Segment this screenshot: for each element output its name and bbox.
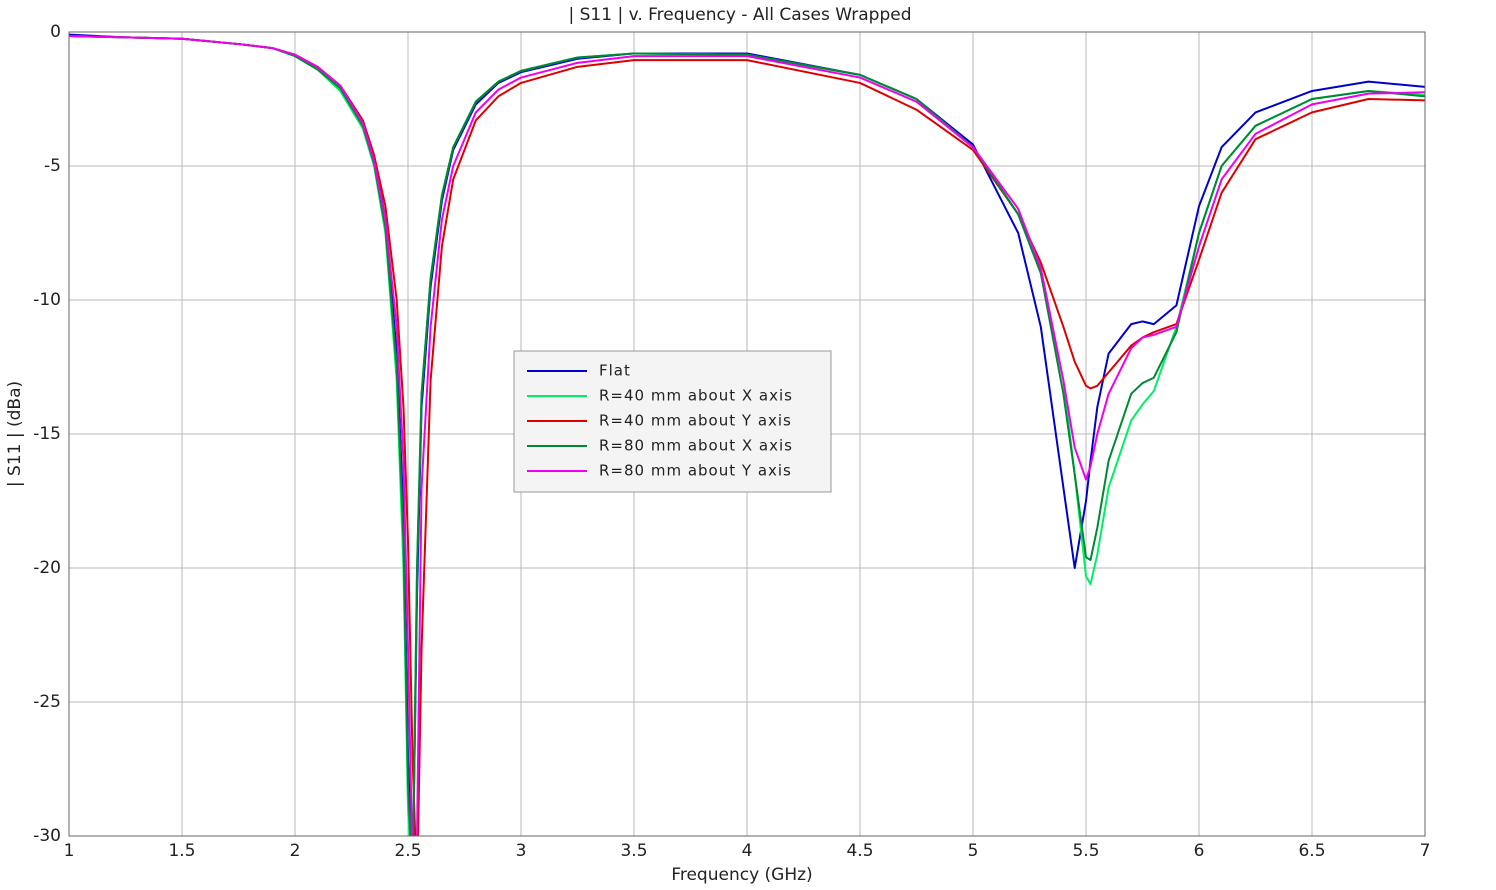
chart-title: | S11 | v. Frequency - All Cases Wrapped [568,5,911,25]
legend-label: R=40 mm about Y axis [599,412,792,430]
series-line [69,35,1425,836]
y-tick-label: -15 [33,424,61,444]
x-tick-label: 6 [1194,841,1205,861]
x-tick-label: 5.5 [1072,841,1099,861]
y-tick-label: -25 [33,692,61,712]
legend: Flat R=40 mm about X axis R=40 mm about Y … [513,350,832,493]
y-tick-label: 0 [50,22,61,42]
y-tick-label: -5 [44,156,61,176]
legend-label: Flat [599,362,631,380]
x-tick-label: 3 [516,841,527,861]
legend-label: R=80 mm about Y axis [599,462,792,480]
x-tick-label: 7 [1420,841,1431,861]
plot-frame [68,31,1426,837]
x-tick-label: 5 [968,841,979,861]
y-tick-label: -20 [33,558,61,578]
x-tick-label: 1 [64,841,75,861]
x-tick-label: 3.5 [620,841,647,861]
legend-label: R=80 mm about X axis [599,437,793,455]
x-axis-label: Frequency (GHz) [671,865,812,885]
series-line [69,35,1425,836]
x-tick-label: 6.5 [1298,841,1325,861]
x-tick-label: 2.5 [394,841,421,861]
x-tick-label: 4.5 [846,841,873,861]
x-tick-label: 4 [742,841,753,861]
y-axis-label: | S11 | (dBa) [5,381,25,487]
y-tick-label: -30 [33,826,61,846]
x-tick-label: 1.5 [168,841,195,861]
x-tick-label: 2 [290,841,301,861]
y-tick-label: -10 [33,290,61,310]
legend-label: R=40 mm about X axis [599,387,793,405]
lines [69,33,1425,836]
